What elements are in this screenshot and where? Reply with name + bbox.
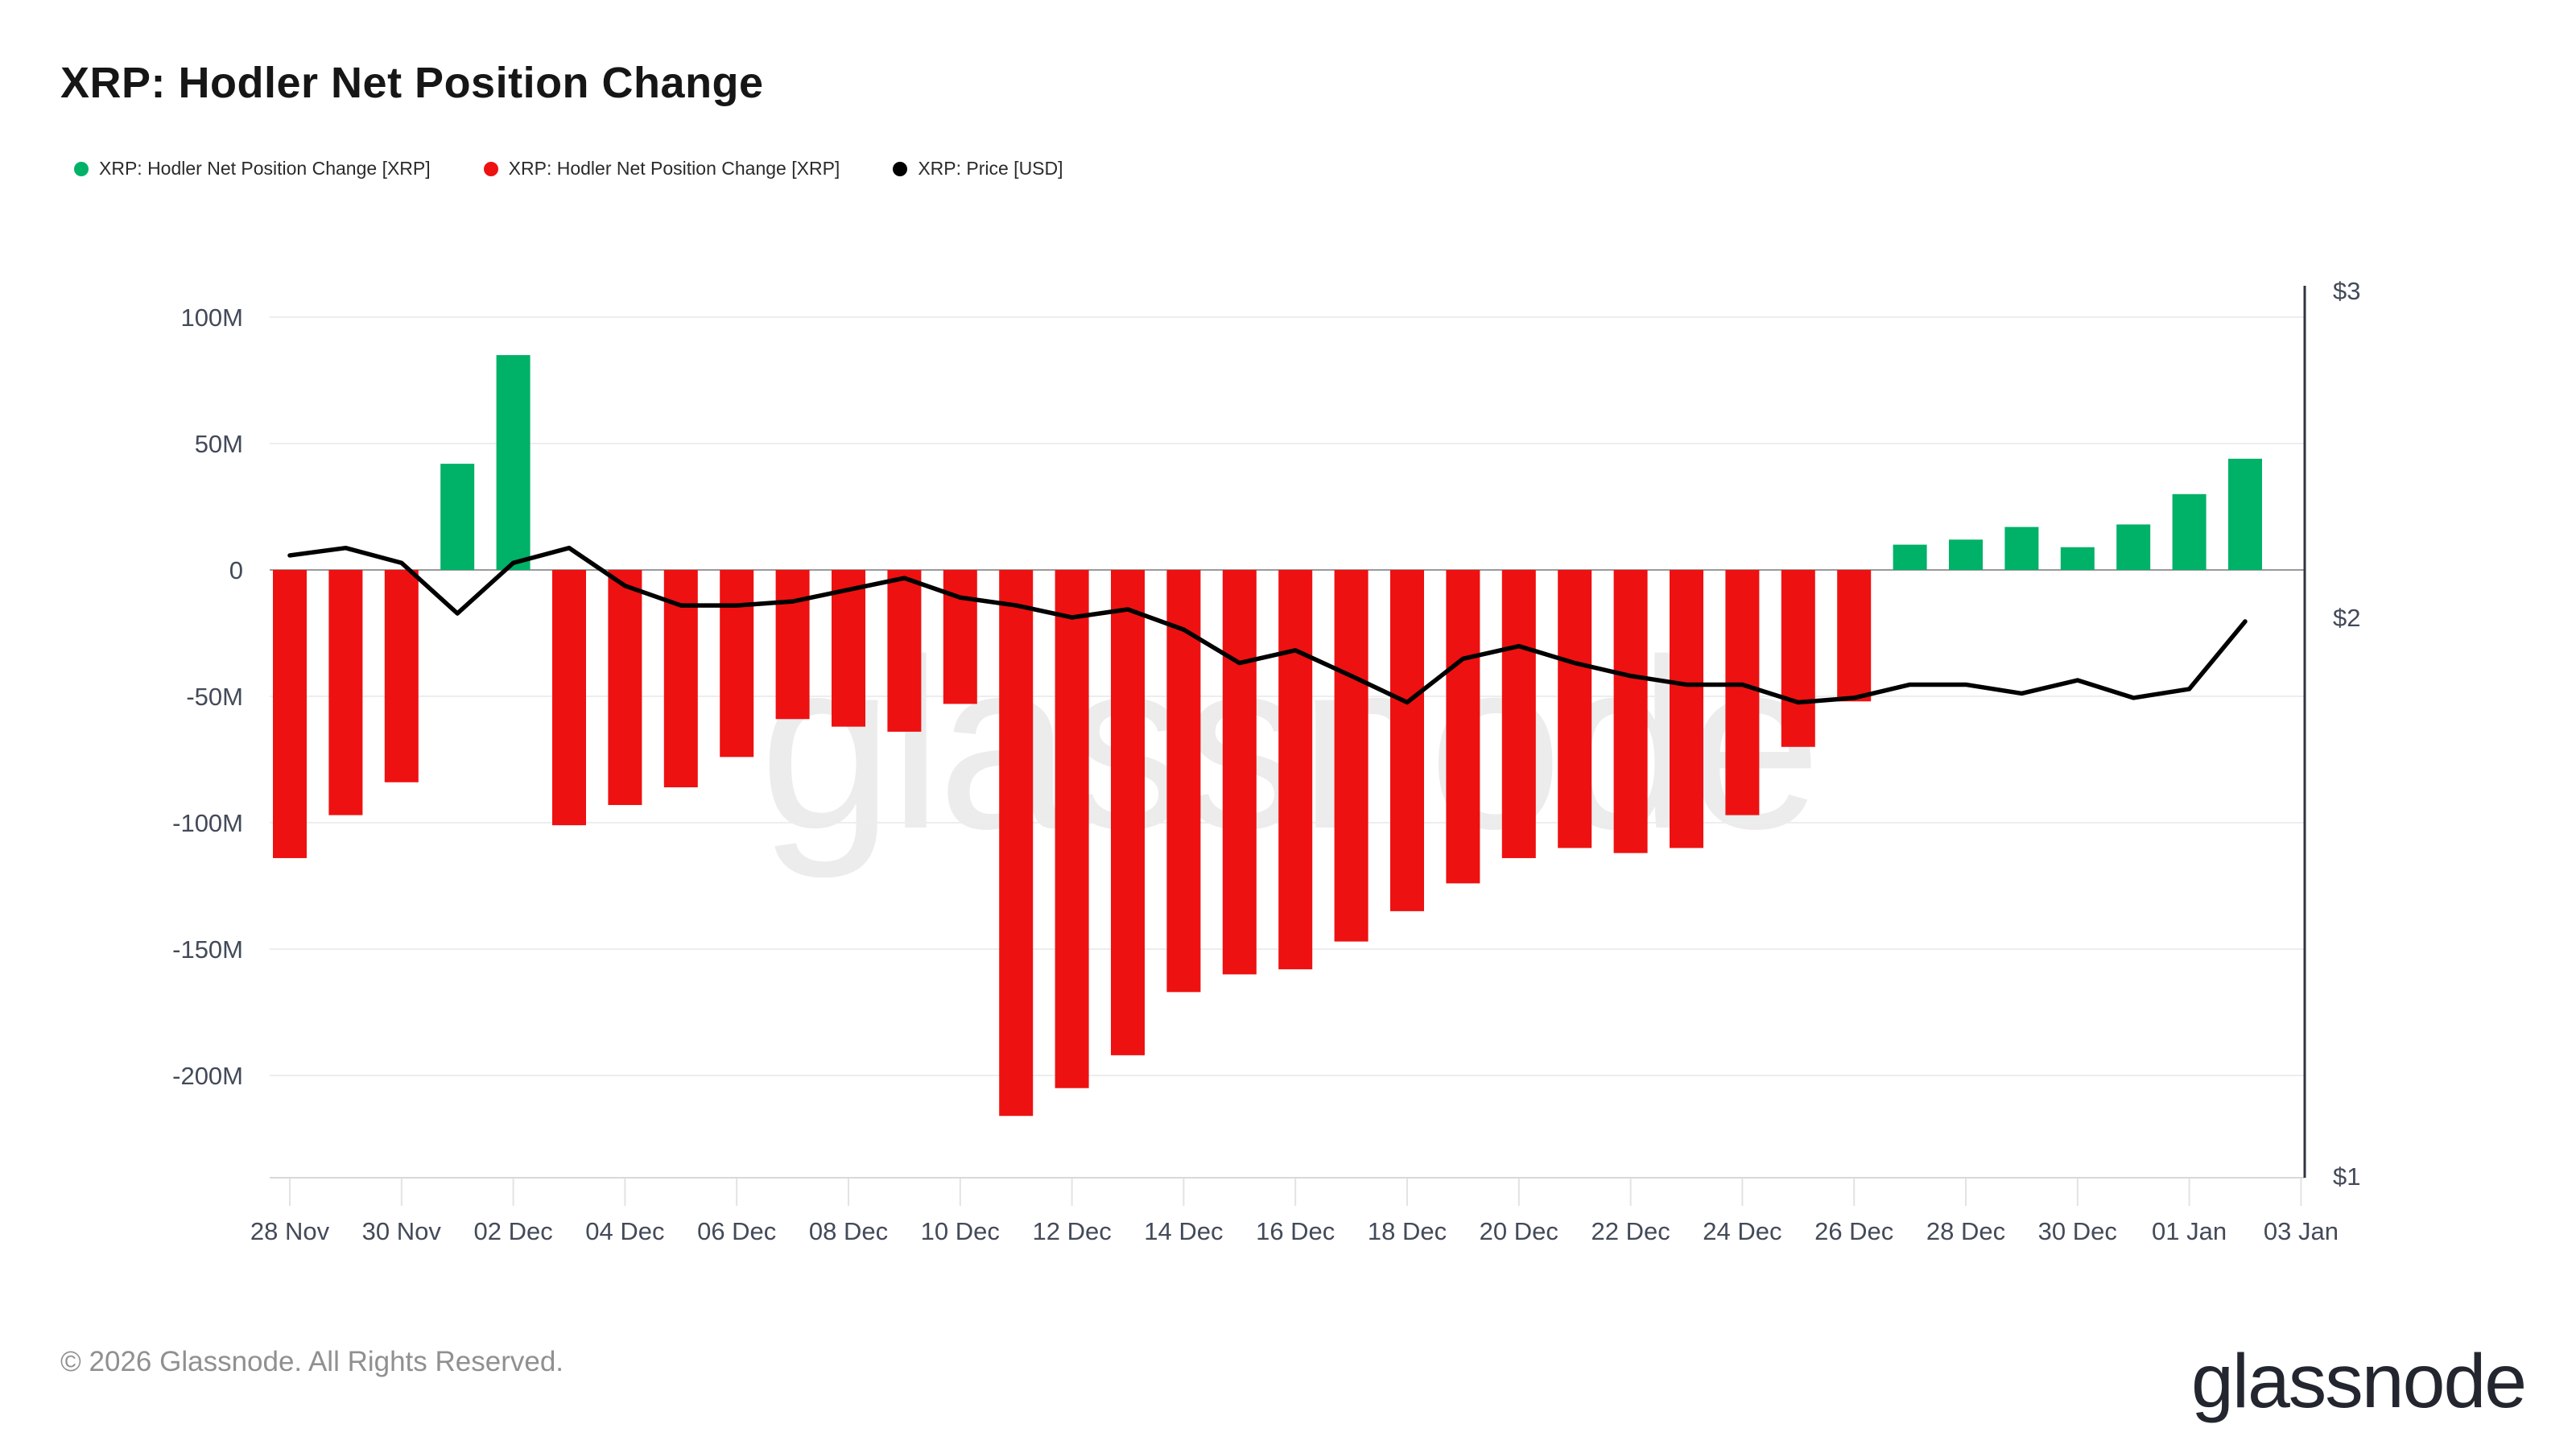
- bar-28-Dec[interactable]: [1949, 539, 1983, 570]
- bar-09-Dec[interactable]: [887, 570, 922, 732]
- bar-16-Dec[interactable]: [1278, 570, 1313, 970]
- x-axis-label: 18 Dec: [1368, 1217, 1447, 1245]
- bar-14-Dec[interactable]: [1166, 570, 1201, 993]
- legend-dot-icon: [74, 161, 89, 176]
- x-axis-label: 02 Dec: [473, 1217, 552, 1245]
- x-axis-label: 20 Dec: [1480, 1217, 1558, 1245]
- bar-21-Dec[interactable]: [1558, 570, 1592, 848]
- bar-29-Dec[interactable]: [2004, 526, 2039, 570]
- bar-30-Nov[interactable]: [384, 570, 419, 782]
- bar-26-Dec[interactable]: [1837, 570, 1872, 702]
- bar-04-Dec[interactable]: [608, 570, 642, 806]
- bar-08-Dec[interactable]: [832, 570, 865, 727]
- x-axis-label: 30 Nov: [362, 1217, 442, 1245]
- x-axis-label: 22 Dec: [1591, 1217, 1670, 1245]
- bar-10-Dec[interactable]: [943, 570, 977, 704]
- left-axis-label: -200M: [172, 1062, 243, 1090]
- bar-25-Dec[interactable]: [1781, 570, 1815, 747]
- x-axis-label: 24 Dec: [1703, 1217, 1781, 1245]
- left-axis-label: -50M: [186, 683, 243, 711]
- bar-15-Dec[interactable]: [1222, 570, 1257, 975]
- bar-07-Dec[interactable]: [775, 570, 810, 720]
- left-axis-label: 50M: [195, 430, 243, 458]
- bar-19-Dec[interactable]: [1446, 570, 1480, 884]
- legend-item-label: XRP: Price [USD]: [918, 158, 1063, 179]
- bar-24-Dec[interactable]: [1725, 570, 1760, 815]
- x-axis-label: 30 Dec: [2038, 1217, 2117, 1245]
- right-axis-label: $1: [2333, 1162, 2360, 1191]
- bar-02-Dec[interactable]: [496, 355, 530, 570]
- bar-30-Dec[interactable]: [2060, 547, 2095, 570]
- right-axis-label: $3: [2333, 277, 2360, 305]
- x-axis-label: 04 Dec: [585, 1217, 664, 1245]
- x-axis-label: 16 Dec: [1256, 1217, 1335, 1245]
- left-axis-label: -100M: [172, 809, 243, 837]
- glassnode-logo: glassnode: [2191, 1339, 2527, 1424]
- x-axis-label: 28 Dec: [1926, 1217, 2005, 1245]
- left-axis-label: -150M: [172, 935, 243, 964]
- bar-02-Jan[interactable]: [2228, 458, 2262, 570]
- legend-item-label: XRP: Hodler Net Position Change [XRP]: [99, 158, 431, 179]
- bar-01-Jan[interactable]: [2172, 493, 2207, 570]
- x-axis-label: 10 Dec: [921, 1217, 1000, 1245]
- bar-28-Nov[interactable]: [273, 570, 307, 858]
- bar-22-Dec[interactable]: [1613, 570, 1648, 853]
- bar-06-Dec[interactable]: [720, 570, 754, 758]
- x-axis-label: 03 Jan: [2264, 1217, 2339, 1245]
- x-axis-label: 08 Dec: [809, 1217, 888, 1245]
- legend-dot-icon: [893, 161, 908, 176]
- page-title: XRP: Hodler Net Position Change: [60, 59, 764, 107]
- bar-27-Dec[interactable]: [1893, 544, 1927, 570]
- x-axis-label: 26 Dec: [1814, 1217, 1893, 1245]
- copyright-text: © 2026 Glassnode. All Rights Reserved.: [60, 1346, 564, 1377]
- x-axis-label: 06 Dec: [697, 1217, 776, 1245]
- bar-31-Dec[interactable]: [2116, 524, 2151, 570]
- bar-23-Dec[interactable]: [1670, 570, 1703, 848]
- bar-03-Dec[interactable]: [552, 570, 586, 826]
- left-axis-label: 0: [229, 556, 243, 584]
- x-axis-label: 28 Nov: [250, 1217, 330, 1245]
- bar-01-Dec[interactable]: [440, 464, 475, 570]
- bar-18-Dec[interactable]: [1390, 570, 1424, 911]
- x-axis-label: 14 Dec: [1144, 1217, 1223, 1245]
- chart-legend: XRP: Hodler Net Position Change [XRP] XRP…: [74, 158, 1063, 180]
- bar-29-Nov[interactable]: [328, 570, 363, 815]
- price-line[interactable]: [287, 545, 2248, 705]
- legend-dot-icon: [483, 161, 498, 176]
- left-axis-label: 100M: [180, 303, 243, 332]
- bar-11-Dec[interactable]: [999, 570, 1034, 1117]
- bar-17-Dec[interactable]: [1334, 570, 1368, 942]
- bar-13-Dec[interactable]: [1111, 570, 1145, 1055]
- legend-item-label: XRP: Hodler Net Position Change [XRP]: [508, 158, 840, 179]
- x-axis-label: 12 Dec: [1032, 1217, 1111, 1245]
- right-axis-label: $2: [2333, 604, 2360, 632]
- bar-20-Dec[interactable]: [1501, 570, 1536, 858]
- legend-item-0[interactable]: XRP: Hodler Net Position Change [XRP]: [74, 158, 431, 180]
- legend-item-1[interactable]: XRP: Hodler Net Position Change [XRP]: [483, 158, 840, 180]
- legend-item-2[interactable]: XRP: Price [USD]: [893, 158, 1063, 180]
- bar-12-Dec[interactable]: [1055, 570, 1089, 1088]
- x-axis-label: 01 Jan: [2152, 1217, 2227, 1245]
